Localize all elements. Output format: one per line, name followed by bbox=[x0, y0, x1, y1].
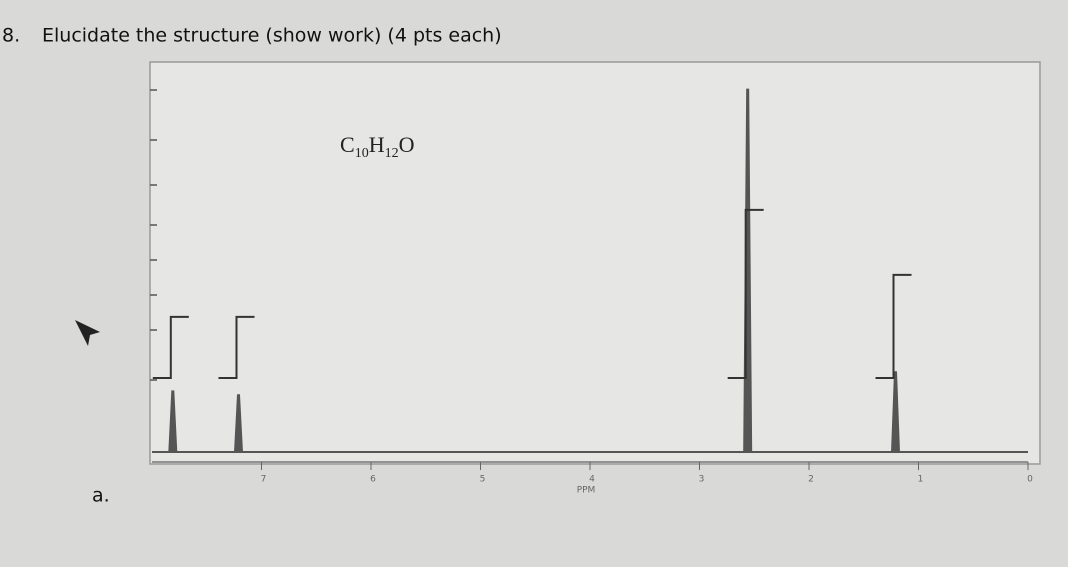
peak bbox=[168, 390, 178, 453]
x-tick-label: 2 bbox=[808, 475, 814, 485]
formula: C10H12O bbox=[340, 132, 414, 161]
integral-curve bbox=[152, 315, 189, 379]
cursor bbox=[75, 320, 100, 346]
question-number: 8. bbox=[2, 25, 20, 47]
formula-part: C bbox=[340, 132, 355, 157]
question-text: Elucidate the structure (show work) (4 p… bbox=[42, 25, 502, 47]
peak bbox=[890, 371, 901, 453]
integral-curve bbox=[727, 208, 764, 379]
peak bbox=[233, 394, 244, 453]
integral-curve bbox=[218, 315, 255, 379]
x-tick-label: 1 bbox=[918, 475, 924, 485]
formula-part: O bbox=[399, 132, 415, 157]
x-tick-label: 5 bbox=[480, 475, 486, 485]
integral-curve bbox=[875, 273, 912, 379]
x-tick-label: 0 bbox=[1027, 475, 1033, 485]
formula-part: H bbox=[369, 132, 385, 157]
x-tick-label: 3 bbox=[699, 475, 705, 485]
part-label: a. bbox=[92, 485, 110, 507]
formula-part: 12 bbox=[385, 146, 399, 161]
formula-part: 10 bbox=[355, 146, 369, 161]
x-tick-label: 7 bbox=[261, 475, 267, 485]
left-axis-marks bbox=[150, 89, 157, 381]
plot-frame bbox=[149, 61, 1041, 465]
x-tick-label: 6 bbox=[370, 475, 376, 485]
x-tick-label: 4 bbox=[589, 475, 595, 485]
x-axis-label: PPM bbox=[577, 486, 596, 496]
